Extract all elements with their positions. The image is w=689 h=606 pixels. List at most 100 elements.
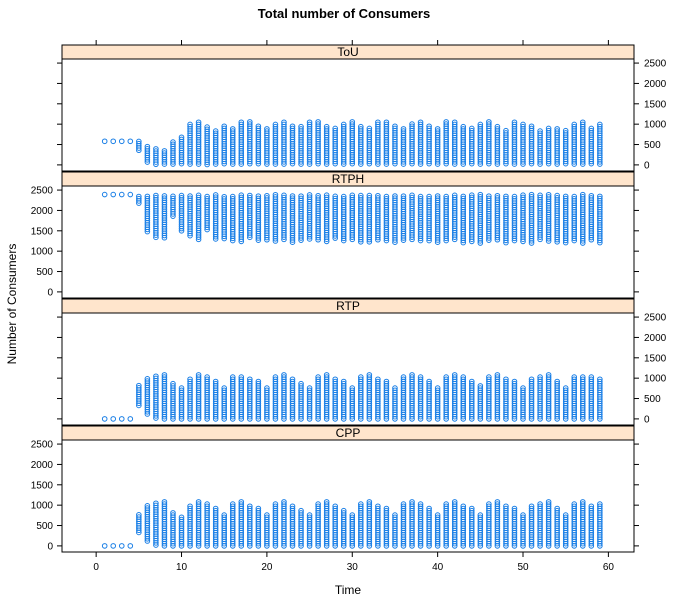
point-column-rtph-6 bbox=[144, 193, 151, 235]
point bbox=[400, 376, 407, 383]
point bbox=[426, 195, 432, 202]
point bbox=[323, 192, 330, 198]
point bbox=[229, 193, 236, 200]
point-column-tou-6 bbox=[144, 143, 151, 165]
point bbox=[537, 374, 543, 380]
point bbox=[144, 146, 151, 152]
point-column-rtp-30 bbox=[349, 385, 356, 422]
point bbox=[579, 374, 586, 380]
point bbox=[170, 195, 176, 202]
point bbox=[332, 505, 338, 512]
point bbox=[358, 194, 364, 201]
point-column-rtph-29 bbox=[340, 193, 347, 244]
point bbox=[306, 121, 313, 128]
point bbox=[366, 127, 373, 134]
point-column-rtph-33 bbox=[375, 192, 381, 243]
point bbox=[409, 501, 415, 507]
point bbox=[195, 121, 202, 128]
point bbox=[264, 512, 270, 518]
point bbox=[289, 125, 296, 132]
point-column-tou-24 bbox=[298, 123, 304, 167]
point bbox=[153, 502, 159, 509]
point-column-tou-37 bbox=[409, 121, 415, 167]
point-column-rtph-50 bbox=[520, 192, 526, 245]
point-column-tou-34 bbox=[383, 119, 390, 167]
point bbox=[528, 376, 535, 383]
point bbox=[486, 193, 492, 199]
point bbox=[503, 378, 509, 385]
point-column-cpp-25 bbox=[306, 512, 313, 549]
point-column-rtp-35 bbox=[392, 385, 398, 422]
point-column-cpp-22 bbox=[281, 499, 287, 549]
point-column-cpp-36 bbox=[400, 501, 407, 549]
point bbox=[298, 195, 304, 202]
point-column-rtph-58 bbox=[588, 192, 595, 243]
point-column-rtp-51 bbox=[528, 376, 535, 422]
point-column-cpp-9 bbox=[170, 510, 176, 549]
point-column-rtp-10 bbox=[178, 385, 185, 422]
point-column-cpp-33 bbox=[375, 503, 381, 549]
point-column-rtp-25 bbox=[306, 385, 313, 422]
point bbox=[101, 543, 108, 549]
point bbox=[229, 501, 236, 507]
point bbox=[477, 121, 484, 128]
point bbox=[434, 512, 441, 518]
point-column-cpp-3 bbox=[118, 543, 125, 549]
point-column-rtph-11 bbox=[187, 193, 193, 239]
point bbox=[554, 507, 560, 514]
point bbox=[443, 503, 449, 510]
point bbox=[153, 194, 159, 201]
point bbox=[229, 126, 236, 132]
point-column-rtp-54 bbox=[554, 378, 560, 422]
point bbox=[451, 374, 458, 380]
point bbox=[358, 376, 364, 383]
y-tick-label-rtp-500: 500 bbox=[644, 394, 661, 405]
point bbox=[101, 416, 108, 422]
point bbox=[511, 378, 518, 385]
point bbox=[272, 191, 279, 198]
point-column-cpp-56 bbox=[571, 501, 578, 549]
point-column-tou-20 bbox=[264, 126, 270, 167]
point bbox=[537, 501, 543, 507]
point bbox=[392, 123, 398, 130]
point-column-rtp-59 bbox=[597, 376, 603, 422]
point bbox=[323, 123, 330, 130]
point bbox=[195, 499, 202, 505]
point-column-rtp-7 bbox=[153, 373, 159, 421]
point-column-rtph-25 bbox=[306, 192, 313, 242]
point bbox=[537, 130, 543, 137]
point bbox=[588, 505, 595, 512]
point bbox=[417, 195, 424, 202]
point-column-cpp-29 bbox=[340, 507, 347, 549]
point bbox=[272, 501, 279, 507]
point-column-cpp-26 bbox=[315, 501, 321, 549]
panels-layer: ToU 0 500 1000 1500 2000 2500 RTPH 0 500 1000 1500 2… bbox=[31, 44, 667, 553]
point-column-tou-12 bbox=[195, 119, 202, 167]
point bbox=[136, 514, 142, 520]
point-column-rtp-43 bbox=[460, 374, 467, 422]
point bbox=[588, 503, 595, 510]
point-column-tou-16 bbox=[229, 126, 236, 167]
point bbox=[238, 121, 245, 128]
point-column-cpp-27 bbox=[323, 499, 330, 549]
point bbox=[306, 194, 313, 200]
point-column-rtph-37 bbox=[409, 192, 415, 243]
point bbox=[255, 125, 262, 132]
point-column-rtp-15 bbox=[221, 385, 228, 422]
point bbox=[229, 195, 236, 202]
point bbox=[153, 192, 159, 199]
point bbox=[545, 499, 552, 505]
point-column-cpp-30 bbox=[349, 512, 356, 549]
point bbox=[375, 192, 381, 199]
point bbox=[101, 191, 108, 198]
points-tou bbox=[101, 119, 603, 168]
point bbox=[528, 125, 535, 132]
point-column-cpp-50 bbox=[520, 512, 526, 549]
point-column-cpp-24 bbox=[298, 507, 304, 549]
point bbox=[451, 119, 458, 126]
point-column-rtph-23 bbox=[289, 193, 296, 246]
point bbox=[221, 196, 228, 202]
point bbox=[238, 119, 245, 126]
y-tick-label-rtph-0: 0 bbox=[47, 287, 53, 298]
point bbox=[451, 372, 458, 378]
